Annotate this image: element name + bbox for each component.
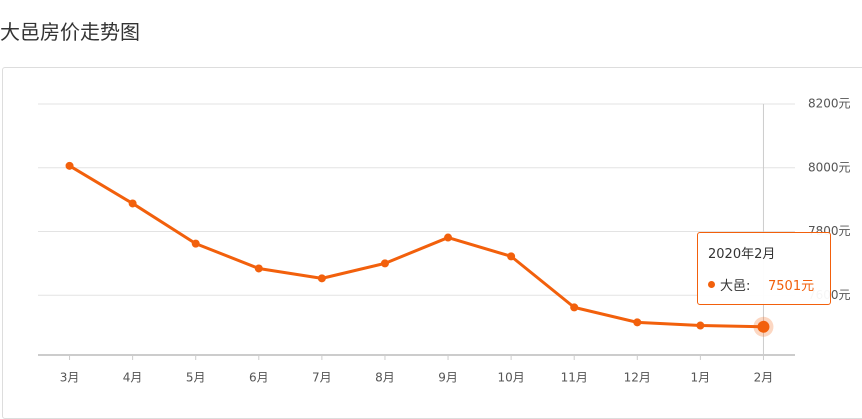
point [507,252,516,261]
x-tick-label: 1月 [691,371,711,385]
point [380,259,389,268]
tooltip-value: 7501元 [768,279,815,294]
x-tick-label: 4月 [123,371,143,385]
point [65,161,74,170]
x-tick-label: 5月 [186,371,206,385]
page-title: 大邑房价走势图 [0,20,140,44]
x-tick-label: 3月 [60,371,80,385]
x-tick-label: 2月 [754,371,774,385]
point [191,239,200,248]
y-tick-label: 8200元 [808,97,851,111]
line [68,164,764,329]
x-tick-label: 11月 [561,371,588,385]
point [696,321,705,330]
y-tick-label: 8000元 [808,160,851,174]
x-tick-label: 6月 [249,371,269,385]
tooltip-name: 大邑: [720,279,751,294]
x-tick-label: 12月 [624,371,651,385]
page: 大邑房价走势图 7600元7800元8000元8200元3月4月5月6月7月8月… [0,20,862,419]
chart: 7600元7800元8000元8200元3月4月5月6月7月8月9月10月11月… [38,97,851,385]
tooltip: 2020年2月 大邑: 7501元 [697,232,831,305]
point [254,264,263,273]
point [128,199,137,208]
point [570,303,579,312]
x-tick-label: 10月 [497,371,524,385]
tooltip-dot [708,281,715,288]
x-tick-label: 8月 [375,371,395,385]
point [317,274,326,283]
point [633,318,642,327]
tooltip-title: 2020年2月 [708,247,776,262]
point [757,320,770,333]
x-tick-label: 9月 [438,371,458,385]
x-tick-label: 7月 [312,371,332,385]
point [444,233,453,242]
